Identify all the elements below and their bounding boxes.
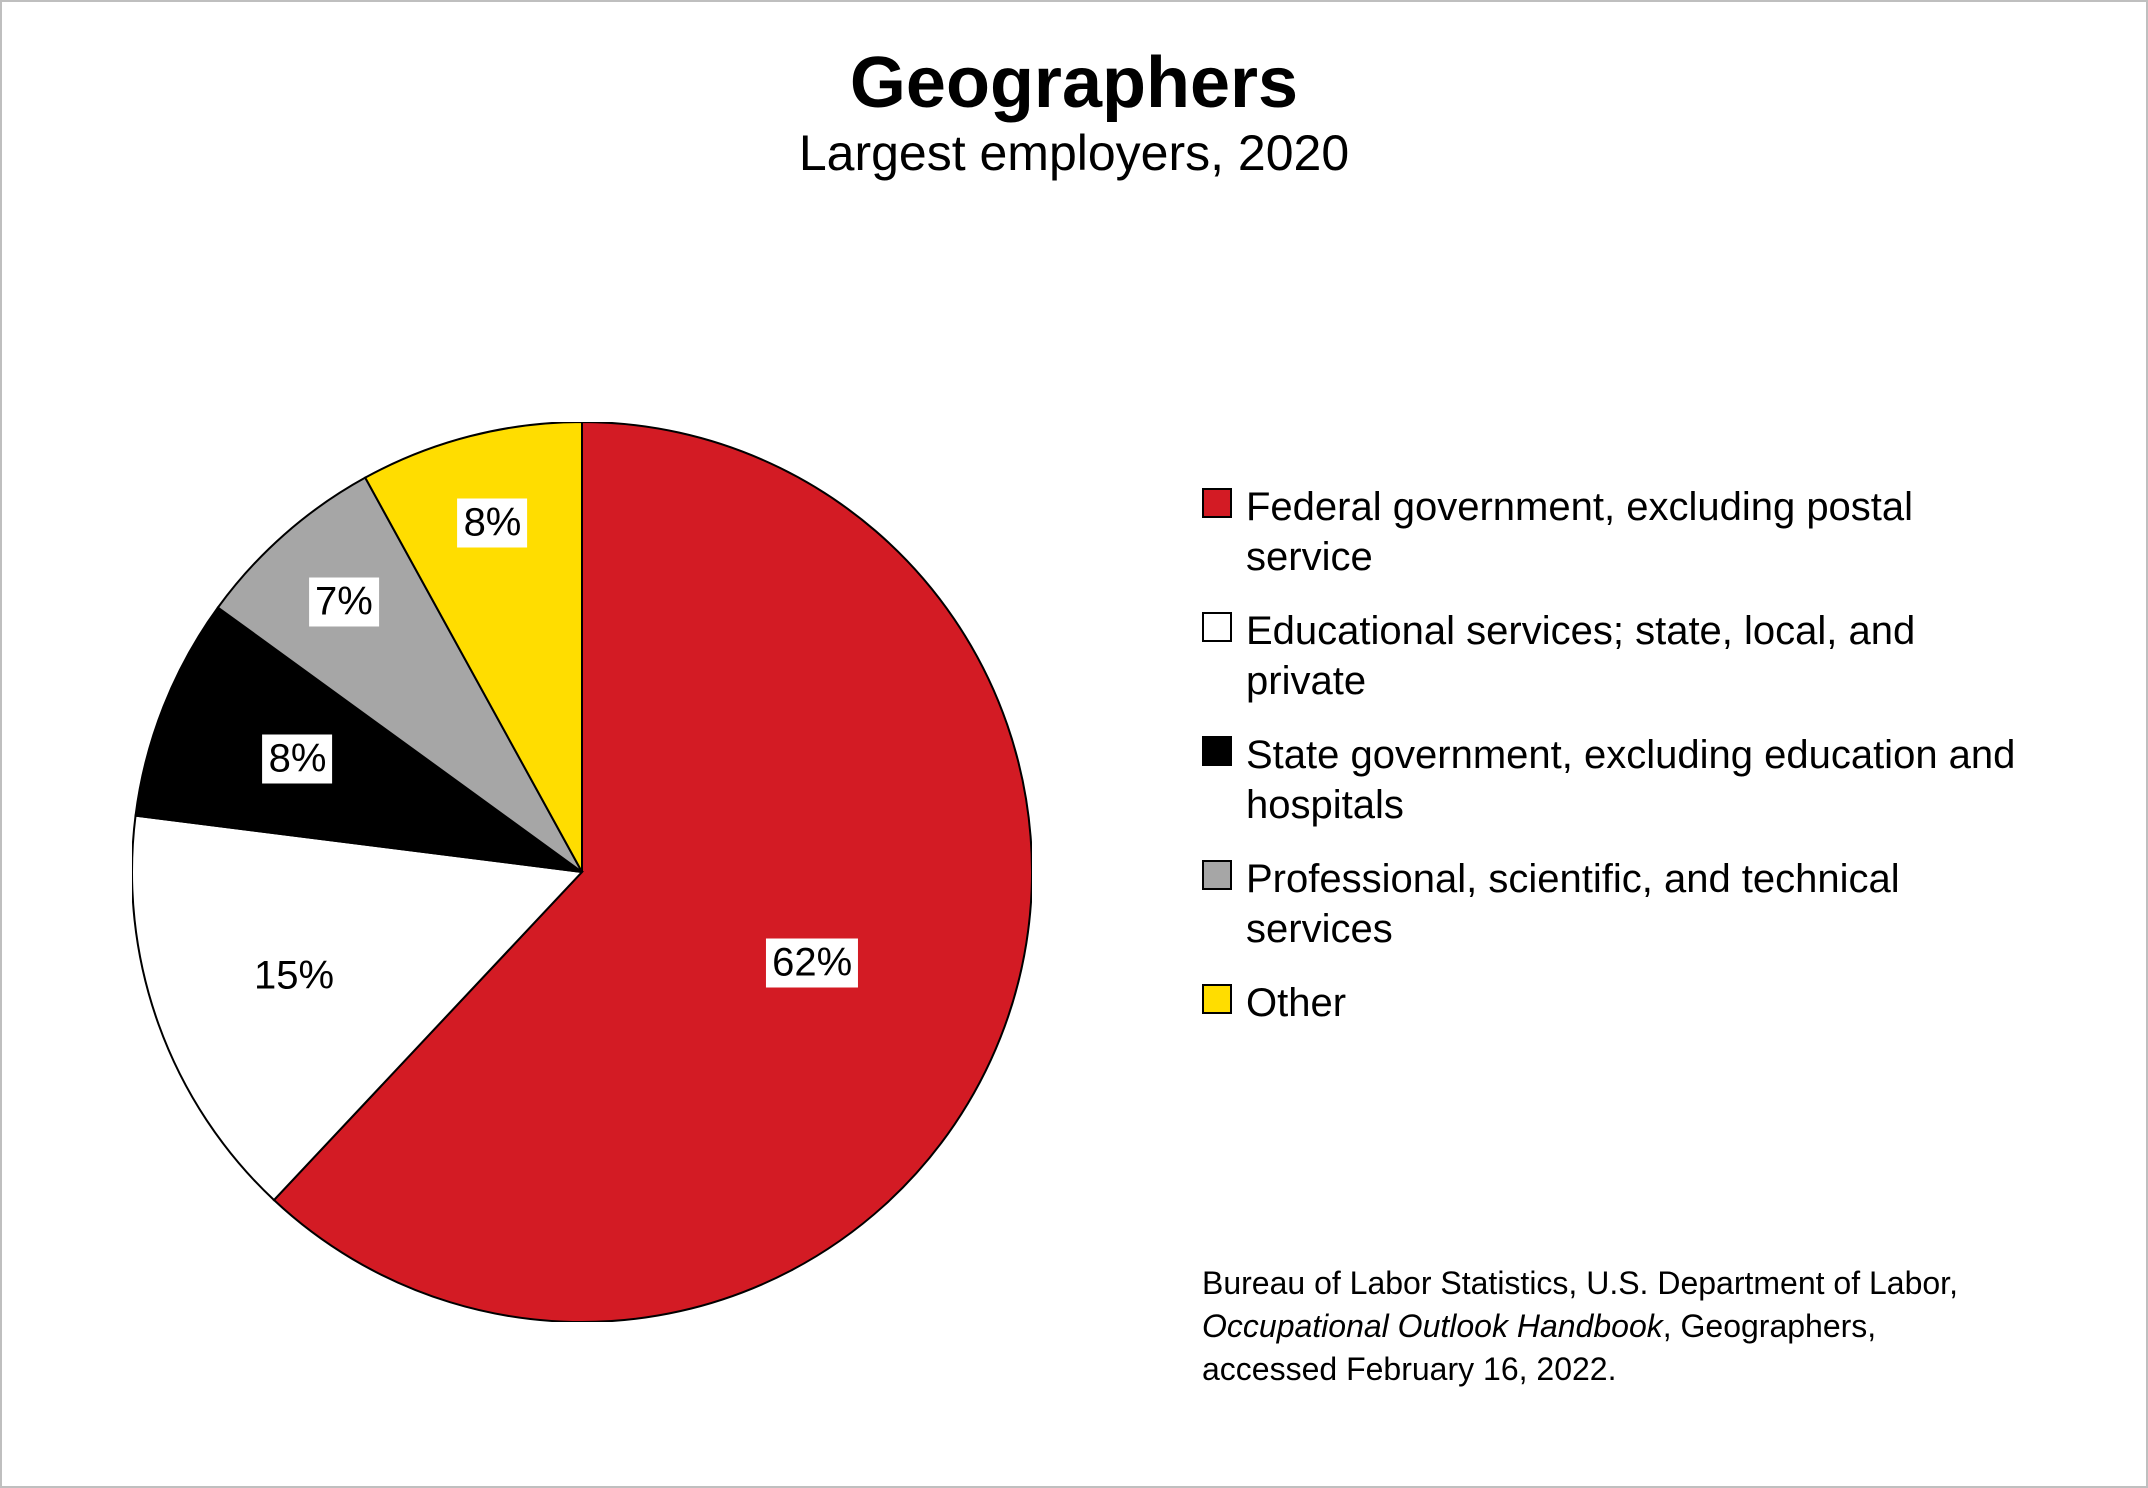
legend-label: Professional, scientific, and technical … — [1246, 854, 2022, 954]
pie-slice-label: 15% — [248, 951, 340, 1000]
legend-swatch — [1202, 736, 1232, 766]
source-citation: Bureau of Labor Statistics, U.S. Departm… — [1202, 1262, 2062, 1392]
legend-label: State government, excluding education an… — [1246, 730, 2022, 830]
legend-label: Federal government, excluding postal ser… — [1246, 482, 2022, 582]
legend-label: Other — [1246, 978, 1346, 1028]
legend-item: Professional, scientific, and technical … — [1202, 854, 2022, 954]
source-line-2-rest: , Geographers, — [1663, 1308, 1876, 1344]
title-block: Geographers Largest employers, 2020 — [2, 42, 2146, 182]
source-line-3: accessed February 16, 2022. — [1202, 1348, 2062, 1391]
legend-item: Other — [1202, 978, 2022, 1028]
source-line-2-italic: Occupational Outlook Handbook — [1202, 1308, 1663, 1344]
source-line-2: Occupational Outlook Handbook, Geographe… — [1202, 1305, 2062, 1348]
source-line-1: Bureau of Labor Statistics, U.S. Departm… — [1202, 1262, 2062, 1305]
pie-chart: 62% 15% 8% 7% 8% — [132, 422, 1032, 1322]
pie-slice-label: 62% — [766, 939, 858, 988]
legend-swatch — [1202, 984, 1232, 1014]
pie-slice-label: 8% — [458, 499, 528, 548]
legend-swatch — [1202, 612, 1232, 642]
legend-label: Educational services; state, local, and … — [1246, 606, 2022, 706]
legend-item: Federal government, excluding postal ser… — [1202, 482, 2022, 582]
legend: Federal government, excluding postal ser… — [1202, 482, 2022, 1052]
pie-slice-label: 8% — [263, 735, 333, 784]
chart-frame: Geographers Largest employers, 2020 62% 1… — [0, 0, 2148, 1488]
chart-title: Geographers — [2, 42, 2146, 124]
pie-slice-label: 7% — [309, 577, 379, 626]
legend-swatch — [1202, 488, 1232, 518]
legend-swatch — [1202, 860, 1232, 890]
chart-subtitle: Largest employers, 2020 — [2, 124, 2146, 182]
legend-item: Educational services; state, local, and … — [1202, 606, 2022, 706]
legend-item: State government, excluding education an… — [1202, 730, 2022, 830]
pie-svg — [132, 422, 1032, 1322]
